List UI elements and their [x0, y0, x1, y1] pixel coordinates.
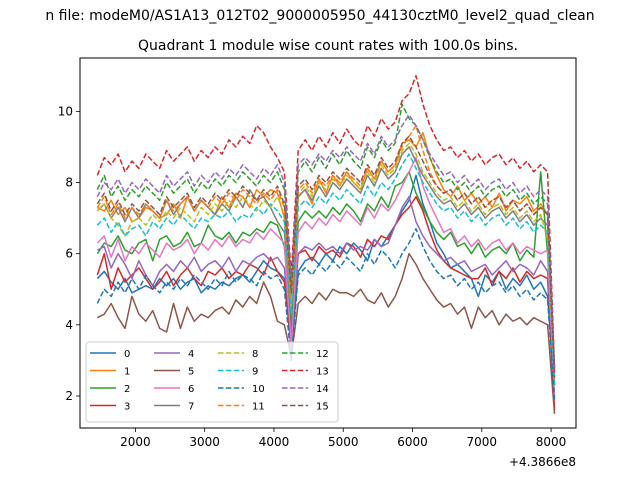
y-axis: 2 4 6 8 10: [58, 104, 80, 403]
series-line-11: [96, 124, 556, 375]
legend-label-2: 2: [124, 384, 130, 395]
series-line-13: [96, 75, 556, 368]
legend-label-8: 8: [252, 349, 258, 360]
series-line-8: [96, 142, 556, 382]
x-tick-label: 8000: [536, 435, 567, 449]
legend-box: [85, 341, 339, 423]
y-tick-label: 4: [65, 318, 73, 332]
series-line-15: [96, 135, 556, 379]
x-offset-label: +4.3866e8: [509, 455, 576, 469]
series-line-7: [96, 146, 556, 368]
y-tick-label: 8: [65, 176, 73, 190]
axes-frame: [79, 57, 577, 429]
series-line-14: [96, 114, 556, 372]
legend-label-11: 11: [252, 402, 265, 413]
legend-label-14: 14: [316, 384, 329, 395]
legend-label-10: 10: [252, 384, 265, 395]
figure-suptitle: n file: modeM0/AS1A13_012T02_9000005950_…: [45, 8, 594, 24]
series-line-10: [96, 228, 556, 400]
legend-label-5: 5: [188, 367, 194, 378]
series-line-2: [96, 171, 556, 386]
legend-label-7: 7: [188, 402, 194, 413]
legend-label-13: 13: [316, 367, 329, 378]
series-line-3: [96, 196, 556, 411]
series-line-12: [96, 103, 556, 372]
series-line-1: [96, 131, 556, 375]
series-line-5: [96, 252, 556, 414]
legend-label-15: 15: [316, 402, 329, 413]
x-tick-label: 4000: [259, 435, 290, 449]
chart-title: Quadrant 1 module wise count rates with …: [138, 38, 518, 54]
legend-label-12: 12: [316, 349, 329, 360]
x-tick-label: 2000: [120, 435, 151, 449]
legend-label-6: 6: [188, 384, 194, 395]
y-tick-label: 2: [65, 389, 73, 403]
x-tick-label: 7000: [467, 435, 498, 449]
legend-label-1: 1: [124, 367, 130, 378]
x-tick-label: 6000: [397, 435, 428, 449]
legend-label-4: 4: [188, 349, 194, 360]
plot-area: [96, 75, 556, 414]
x-tick-label: 5000: [328, 435, 359, 449]
series-line-4: [96, 196, 556, 386]
y-tick-label: 10: [58, 104, 73, 118]
legend-label-9: 9: [252, 367, 258, 378]
series-line-9: [96, 153, 556, 386]
legend-label-3: 3: [124, 402, 130, 413]
series-line-6: [96, 156, 556, 397]
y-tick-label: 6: [65, 247, 73, 261]
x-axis: 2000 3000 4000 5000 6000 7000 8000: [120, 428, 566, 449]
legend-label-0: 0: [124, 349, 130, 360]
x-tick-label: 3000: [189, 435, 220, 449]
